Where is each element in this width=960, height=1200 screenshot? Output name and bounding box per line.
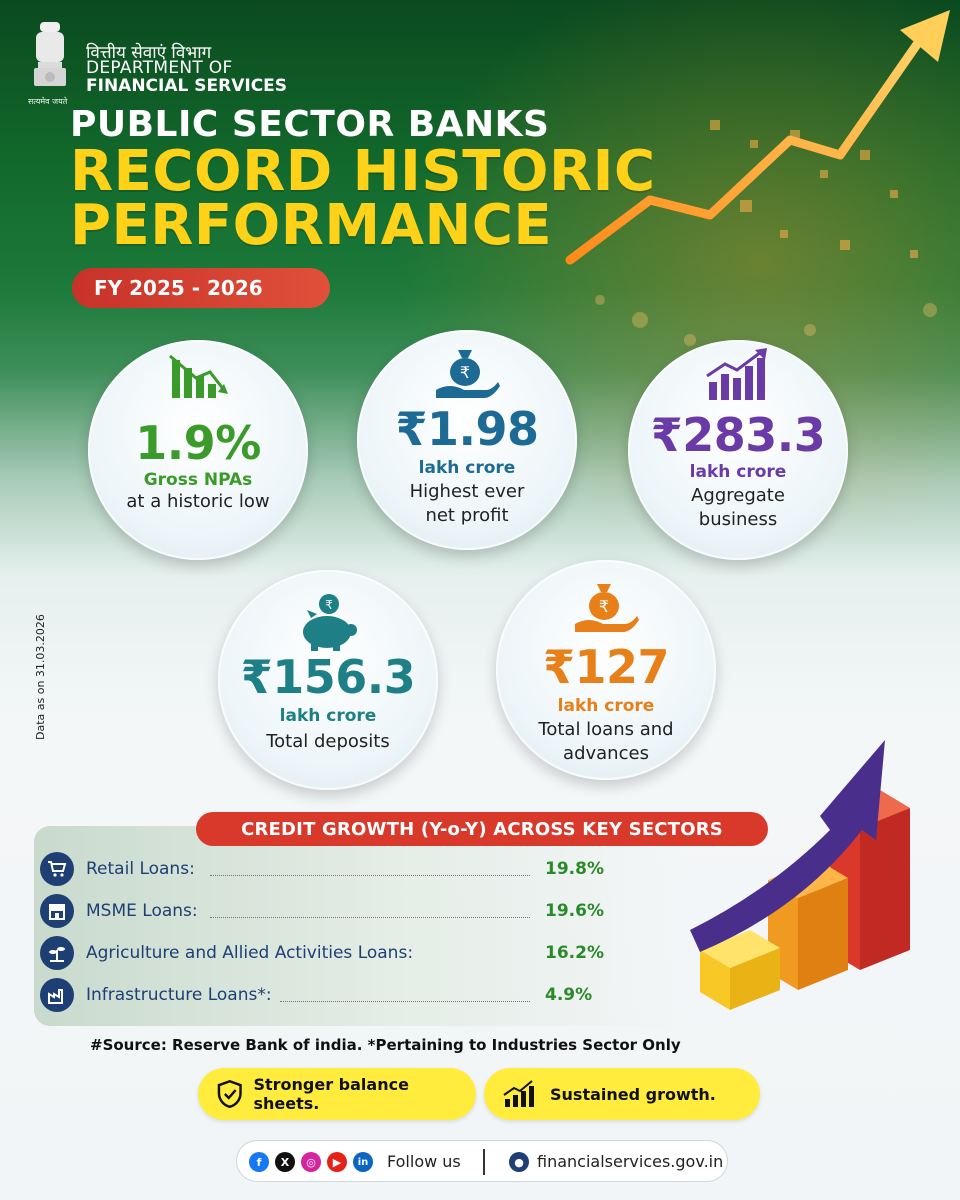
credit-row-label: Retail Loans: [86,859,195,879]
storefront-icon [40,894,74,928]
pill-text: Sustained growth. [550,1084,716,1104]
footer-social-bar: f X ◎ ▶ in Follow us ● financialservices… [236,1140,728,1182]
website-link[interactable]: financialservices.gov.in [537,1152,724,1171]
stat-unit: lakh crore [418,458,516,478]
stat-description: Total loans and [538,719,674,740]
stat-unit: Gross NPAs [143,470,253,490]
stat-description: at a historic low [126,491,270,512]
dept-name-line2: FINANCIAL SERVICES [86,76,288,96]
headline-line3: PERFORMANCE [70,193,553,258]
credit-row-value: 4.9% [545,985,593,1005]
footer-divider [483,1149,485,1175]
source-note: #Source: Reserve Bank of india. *Pertain… [90,1036,681,1054]
globe-icon: ● [509,1152,529,1172]
declining-chart-icon [169,354,228,398]
fiscal-year-badge: FY 2025 - 2026 [72,268,330,308]
instagram-icon[interactable]: ◎ [301,1152,321,1172]
stat-description-line2: advances [563,743,649,764]
shield-check-icon [217,1079,242,1109]
svg-text:₹: ₹ [599,597,609,616]
data-date-note: Data as on 31.03.2026 [34,614,47,740]
credit-row-label: Agriculture and Allied Activities Loans: [86,943,414,963]
stat-description-line2: net profit [425,505,509,526]
factory-icon [40,978,74,1012]
city-lights-decoration [595,120,937,346]
dept-hindi-name: वित्तीय सेवाएं विभाग [86,43,212,63]
growth-arrow-icon [565,10,950,265]
headline-line1: PUBLIC SECTOR BANKS [70,104,550,145]
growth-chart-icon [503,1080,534,1107]
stat-net-profit: ₹ ₹1.98 lakh crore Highest ever net prof… [357,330,577,550]
stat-gross-npa: 1.9% Gross NPAs at a historic low [88,340,308,560]
stat-value: ₹156.3 [240,650,416,704]
emblem-motto: सत्यमेव जयते [28,97,68,106]
money-bag-hand-icon: ₹ [436,350,500,398]
credit-row-value: 19.8% [545,859,604,879]
stat-description: Total deposits [266,731,390,752]
stat-value: ₹127 [542,640,670,694]
row-divider [210,875,530,876]
credit-row-infrastructure: Infrastructure Loans*: 4.9% [40,978,620,1014]
stat-description: Highest ever [409,481,525,502]
national-emblem-icon [34,22,66,86]
credit-growth-title: CREDIT GROWTH (Y-o-Y) ACROSS KEY SECTORS [196,812,768,846]
stat-total-deposits: ₹ ₹156.3 lakh crore Total deposits [218,570,438,790]
stat-description: Aggregate [691,485,785,506]
credit-row-msme: MSME Loans: 19.6% [40,894,620,930]
stat-value: ₹1.98 [395,402,539,456]
credit-row-agriculture: Agriculture and Allied Activities Loans:… [40,936,620,972]
svg-text:₹: ₹ [460,363,470,382]
rising-chart-icon [706,348,767,400]
credit-row-value: 16.2% [545,943,604,963]
stat-value: 1.9% [135,416,261,470]
x-twitter-icon[interactable]: X [275,1152,295,1172]
money-bag-hand-icon: ₹ [575,584,639,632]
row-divider [280,1001,530,1002]
stat-unit: lakh crore [689,462,787,482]
credit-growth-panel [34,826,684,1026]
agriculture-icon [40,936,74,970]
youtube-icon[interactable]: ▶ [327,1152,347,1172]
stat-unit: lakh crore [557,696,655,716]
facebook-icon[interactable]: f [249,1152,269,1172]
shopping-cart-icon [40,852,74,886]
highlight-pill-balance-sheets: Stronger balance sheets. [198,1068,476,1120]
stat-total-loans: ₹ ₹127 lakh crore Total loans and advanc… [496,560,716,780]
stat-value: ₹283.3 [650,408,826,462]
follow-us-label: Follow us [387,1152,461,1171]
headline-line2: RECORD HISTORIC [70,139,656,204]
pill-text: Stronger balance sheets. [253,1075,409,1113]
credit-row-label: Infrastructure Loans*: [86,985,272,1005]
row-divider [210,917,530,918]
stat-unit: lakh crore [279,706,377,726]
svg-text:₹: ₹ [325,598,333,612]
credit-row-value: 19.6% [545,901,604,921]
linkedin-icon[interactable]: in [353,1152,373,1172]
growth-bars-illustration [690,740,910,1010]
dept-name-line1: DEPARTMENT OF [86,58,233,78]
credit-row-retail: Retail Loans: 19.8% [40,852,620,888]
highlight-pill-sustained-growth: Sustained growth. [484,1068,760,1120]
stat-description-line2: business [698,509,778,530]
piggy-bank-icon: ₹ [303,594,357,651]
stat-aggregate-business: ₹283.3 lakh crore Aggregate business [628,340,848,560]
credit-row-label: MSME Loans: [86,901,198,921]
